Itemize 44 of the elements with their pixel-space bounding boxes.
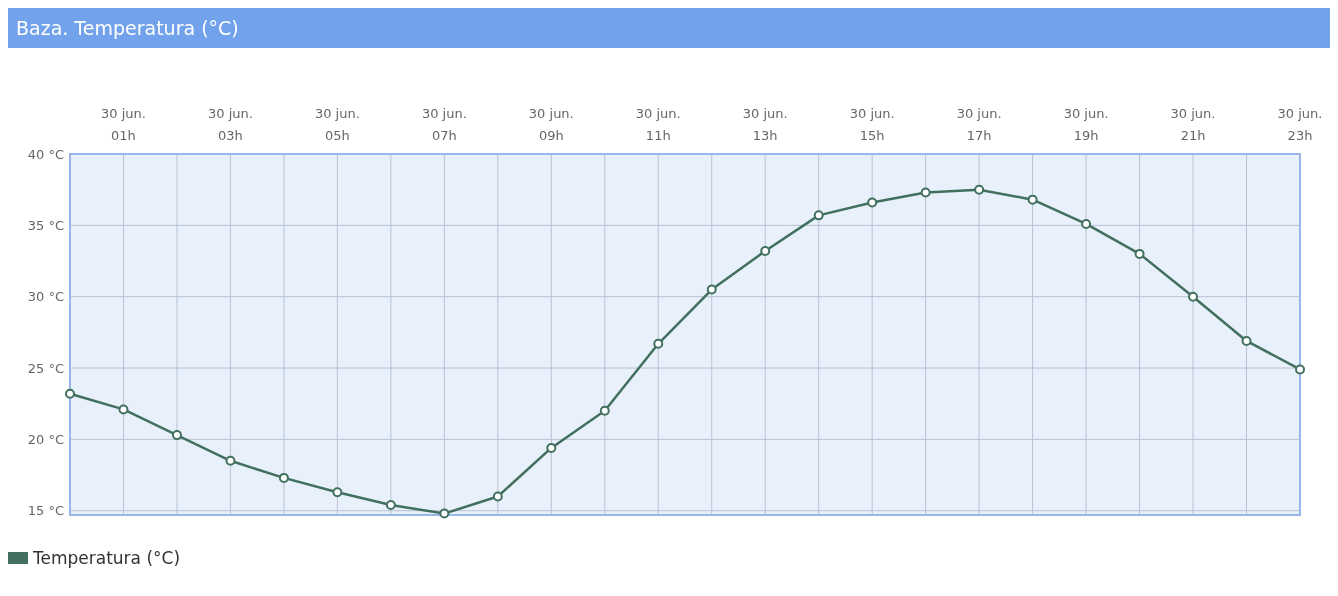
y-tick-label: 15 °C <box>27 503 64 519</box>
y-tick-label: 35 °C <box>27 217 64 233</box>
x-tick-label: 30 jun. 15h <box>849 106 895 143</box>
point <box>706 284 717 295</box>
point <box>1027 194 1038 205</box>
point <box>653 338 664 349</box>
y-tick-label: 40 °C <box>27 146 64 162</box>
x-tick-label: 30 jun. 23h <box>1277 106 1323 143</box>
point <box>760 246 771 257</box>
point <box>225 455 236 466</box>
point <box>974 184 985 195</box>
x-tick-label: 30 jun. 03h <box>207 106 253 143</box>
x-tick-label: 30 jun. 17h <box>956 106 1002 143</box>
point <box>1295 364 1305 375</box>
x-tick-label: 30 jun. 05h <box>314 106 360 143</box>
y-tick-label: 25 °C <box>27 360 64 376</box>
point <box>332 487 343 498</box>
x-tick-label: 30 jun. 13h <box>742 106 788 143</box>
point <box>1188 291 1199 302</box>
point <box>813 210 824 221</box>
point <box>118 404 129 415</box>
point <box>920 187 931 198</box>
point <box>1134 248 1145 259</box>
x-tick-label: 30 jun. 07h <box>421 106 467 143</box>
x-tick-label: 30 jun. 11h <box>635 106 681 143</box>
point <box>1081 218 1092 229</box>
chart-title: Baza. Temperatura (°C) <box>16 17 239 39</box>
point <box>385 500 396 511</box>
y-tick-label: 30 °C <box>27 289 64 305</box>
point <box>171 430 182 441</box>
legend-label: Temperatura (°C) <box>32 547 181 568</box>
x-tick-label: 30 jun. 21h <box>1170 106 1216 143</box>
point <box>599 405 610 416</box>
point <box>546 442 557 453</box>
y-tick-label: 20 °C <box>27 431 64 447</box>
point <box>1241 335 1252 346</box>
point <box>65 388 75 399</box>
point <box>439 508 450 519</box>
x-tick-label: 30 jun. 09h <box>528 106 574 143</box>
x-tick-label: 30 jun. 19h <box>1063 106 1109 143</box>
point <box>492 491 503 502</box>
point <box>278 472 289 483</box>
point <box>867 197 878 208</box>
x-tick-label: 30 jun. 01h <box>101 106 146 143</box>
